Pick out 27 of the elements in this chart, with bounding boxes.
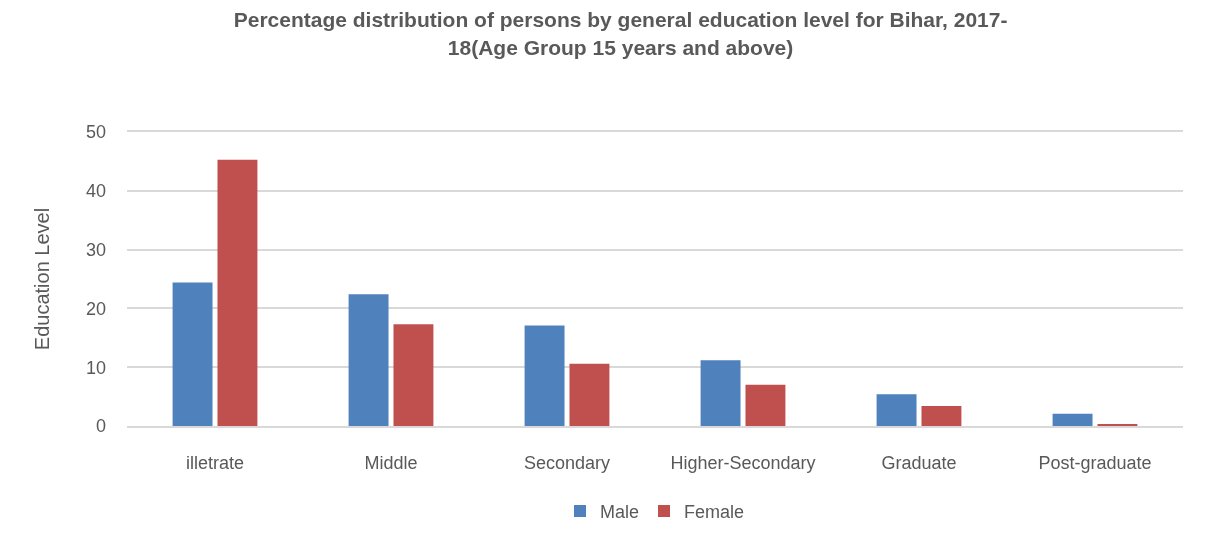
bar (217, 159, 258, 426)
bar (1052, 413, 1093, 426)
y-tick-label: 50 (85, 122, 106, 143)
y-tick-label: 0 (95, 416, 106, 437)
x-tick-label: Post-graduate (1038, 453, 1152, 474)
bar (393, 324, 434, 426)
x-tick-label: Higher-Secondary (670, 453, 816, 474)
bar (569, 363, 610, 426)
chart-title: Percentage distribution of persons by general education level for Bihar, 2017- 18(Age Group 15 years and above) (233, 8, 1008, 59)
legend-label: Male (600, 501, 640, 522)
bar (745, 384, 786, 426)
legend-label: Female (684, 501, 745, 522)
x-tick-label: Middle (364, 453, 418, 474)
x-tick-label: Secondary (523, 453, 611, 474)
y-tick-label: 10 (85, 357, 106, 378)
x-tick-label: Graduate (881, 453, 957, 474)
bar (172, 282, 213, 426)
y-tick-label: 40 (85, 181, 106, 202)
bar (524, 325, 565, 426)
y-tick-label: 20 (85, 298, 106, 319)
y-axis-title: Education Level (31, 207, 54, 351)
x-tick-label: illetrate (185, 453, 245, 474)
bar (921, 406, 962, 426)
bar (700, 360, 741, 426)
bar (876, 394, 917, 426)
bar (348, 294, 389, 426)
y-tick-label: 30 (85, 239, 106, 260)
